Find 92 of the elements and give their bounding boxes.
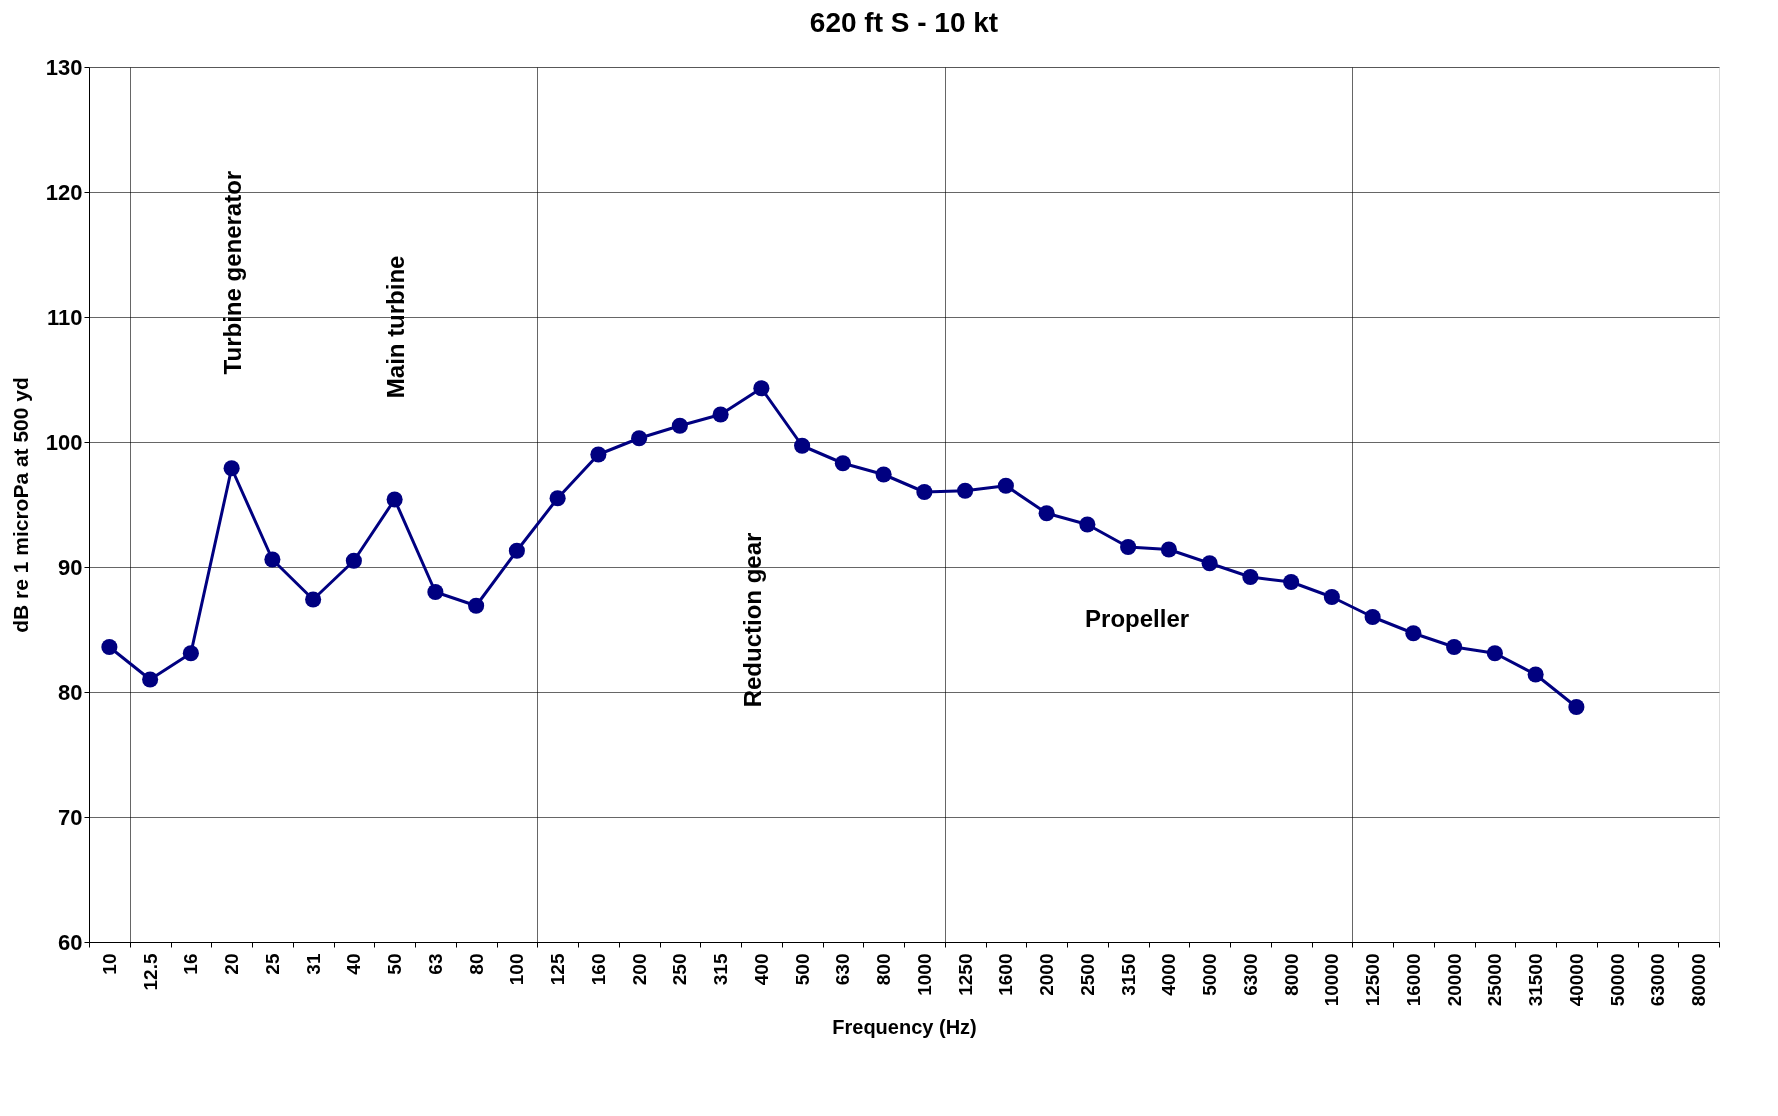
y-tick-label: 130: [45, 54, 83, 80]
point: [997, 477, 1014, 494]
point: [957, 482, 974, 499]
x-tick-label: 200: [628, 953, 650, 986]
y-tick-label: 110: [47, 304, 83, 330]
point: [264, 551, 281, 568]
point: [671, 417, 688, 434]
x-tick-label: 16: [180, 953, 202, 975]
point: [834, 455, 851, 472]
point: [1079, 516, 1096, 533]
x-tick-label: 25: [261, 953, 283, 975]
point: [1160, 541, 1177, 558]
x-tick-label: 31500: [1525, 953, 1547, 1007]
chart-title: 620 ft S - 10 kt: [809, 7, 999, 38]
point: [1405, 625, 1422, 642]
point: [142, 671, 159, 688]
x-tick-label: 50000: [1606, 953, 1628, 1007]
x-tick-label: 1250: [954, 953, 976, 996]
y-tick-label: 90: [58, 554, 83, 580]
x-tick-label: 6300: [1239, 953, 1261, 996]
point: [305, 591, 322, 608]
point: [468, 597, 485, 614]
x-tick-label: 1600: [995, 953, 1017, 996]
point: [1038, 505, 1055, 522]
x-tick-label: 160: [587, 953, 609, 986]
annotation: Reduction gear: [739, 532, 767, 708]
x-tick-label: 50: [384, 953, 406, 975]
y-tick-label: 60: [58, 929, 83, 955]
x-tick-label: 8000: [1280, 953, 1302, 996]
x-tick-label: 400: [750, 953, 772, 986]
point: [508, 542, 525, 559]
annotation: Main turbine: [382, 255, 410, 399]
x-tick-label: 800: [873, 953, 895, 986]
point: [875, 466, 892, 483]
point: [223, 460, 240, 477]
y-tick-label: 120: [45, 179, 83, 205]
x-tick-label: 2000: [1036, 953, 1058, 996]
x-tick-label: 16000: [1402, 953, 1424, 1007]
x-tick-label: 315: [710, 953, 732, 986]
annotation: Turbine generator: [219, 170, 247, 375]
point: [1283, 573, 1300, 591]
point: [1201, 555, 1218, 572]
y-tick-label: 70: [58, 804, 83, 830]
x-tick-label: 500: [791, 953, 813, 986]
point: [549, 490, 566, 507]
x-tick-label: 10000: [1321, 953, 1343, 1007]
point: [427, 583, 444, 601]
x-tick-label: 80: [465, 953, 487, 975]
point: [1364, 608, 1381, 626]
point: [1527, 666, 1544, 683]
x-tick-label: 125: [547, 953, 569, 986]
point: [345, 552, 362, 569]
x-tick-label: 63: [424, 953, 446, 975]
point: [1568, 698, 1585, 716]
point: [1323, 588, 1340, 606]
point: [1446, 638, 1463, 656]
y-tick-label: 80: [58, 679, 83, 705]
x-tick-label: 80000: [1688, 953, 1710, 1007]
point: [1120, 538, 1137, 556]
x-tick-label: 630: [832, 953, 854, 986]
x-tick-label: 31: [302, 953, 324, 975]
x-tick-label: 63000: [1647, 953, 1669, 1007]
x-tick-label: 40: [343, 953, 365, 975]
x-tick-label: 3150: [1117, 953, 1139, 996]
x-tick-label: 40000: [1565, 953, 1587, 1007]
y-axis-title: dB re 1 microPa at 500 yd: [8, 377, 32, 633]
x-tick-label: 5000: [1199, 953, 1221, 996]
x-tick-label: 100: [506, 953, 528, 986]
point: [794, 437, 811, 454]
x-tick-label: 12500: [1362, 953, 1384, 1007]
point: [1486, 645, 1503, 662]
annotation: Propeller: [1085, 605, 1190, 632]
point: [182, 645, 199, 662]
point: [590, 446, 607, 463]
y-tick-label: 100: [45, 429, 83, 455]
point: [101, 638, 118, 656]
point: [386, 491, 403, 508]
point: [916, 483, 933, 501]
x-tick-label: 20: [221, 953, 243, 975]
point: [753, 380, 770, 397]
point: [712, 406, 729, 423]
x-tick-label: 25000: [1484, 953, 1506, 1007]
x-tick-label: 2500: [1076, 953, 1098, 996]
x-tick-label: 4000: [1158, 953, 1180, 996]
x-tick-label: 10: [98, 953, 120, 975]
x-tick-label: 12.5: [139, 953, 161, 991]
x-tick-label: 20000: [1443, 953, 1465, 1007]
x-tick-label: 250: [669, 953, 691, 986]
x-tick-label: 1000: [913, 953, 935, 996]
x-axis-title: Frequency (Hz): [832, 1016, 977, 1039]
point: [1242, 568, 1259, 586]
point: [631, 430, 648, 447]
